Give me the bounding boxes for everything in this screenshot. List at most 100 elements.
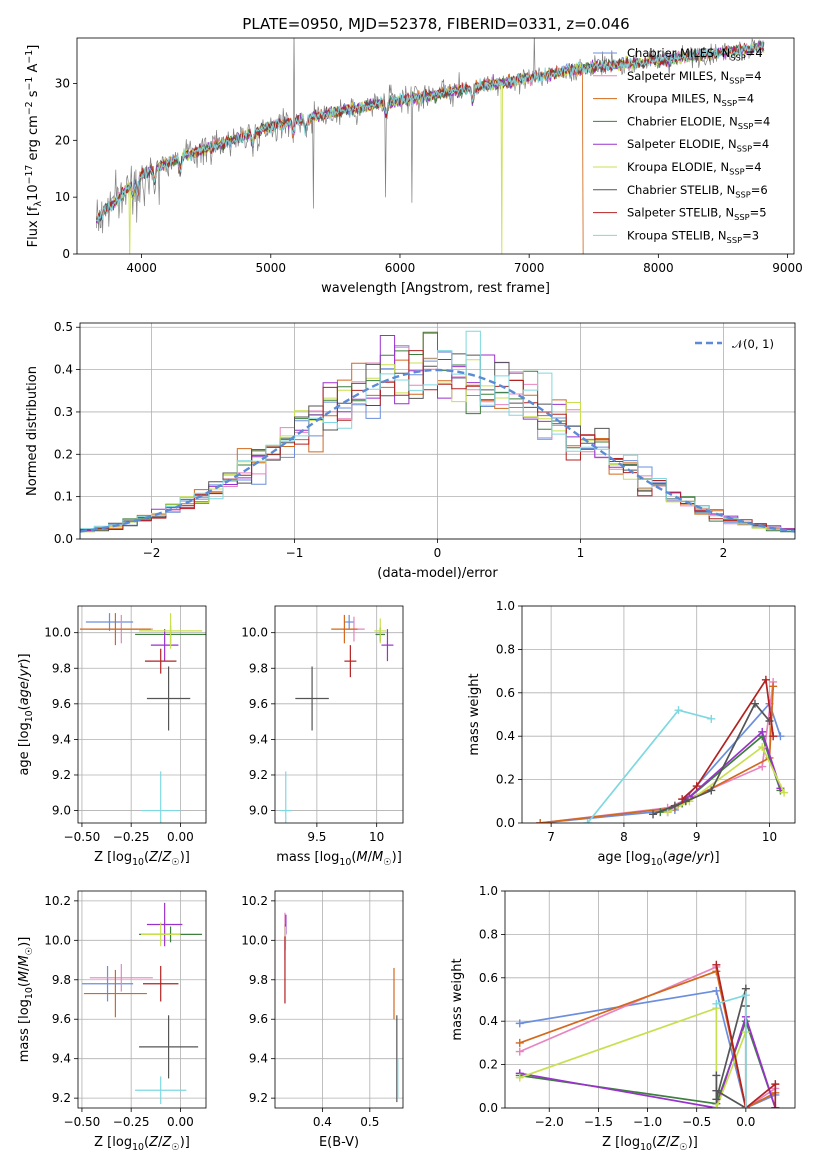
y-tick-label: 9.4 xyxy=(249,732,268,746)
mass-weight-marker xyxy=(712,999,721,1008)
y-tick-label: 0 xyxy=(62,247,70,261)
mass-weight-marker xyxy=(663,808,672,817)
mass-weight-marker xyxy=(670,801,679,810)
mass-weight-marker xyxy=(536,819,545,823)
x-axis-label: Z [log10(Z/Z☉)] xyxy=(94,1135,190,1153)
mass-weight-marker xyxy=(758,743,767,752)
x-tick-label: −2.0 xyxy=(535,1115,564,1129)
residual-legend: 𝒩(0, 1) xyxy=(695,337,774,351)
mass-weight-marker xyxy=(780,788,789,797)
y-tick-label: 0.4 xyxy=(479,1014,498,1028)
ticks-age-vs-mass: 9.5 10 9.0 9.2 9.4 9.6 9.8 10.0 xyxy=(241,626,384,844)
mass-weight-line xyxy=(667,745,785,813)
mass-weight-marker xyxy=(583,819,592,823)
mass-weight-marker xyxy=(692,782,701,791)
y-axis-label: mass weight xyxy=(467,673,482,755)
y-tick-label: 9.2 xyxy=(52,1091,71,1105)
y-tick-label: 0.4 xyxy=(54,363,73,377)
x-tick-label: 7 xyxy=(547,830,555,844)
axes-frame xyxy=(77,605,207,824)
x-tick-label: 0.00 xyxy=(167,830,194,844)
x-axis-label: mass [log10(M/M☉)] xyxy=(276,850,402,868)
x-tick-label: 0.0 xyxy=(736,1115,755,1129)
mass-weight-marker xyxy=(712,986,721,995)
y-tick-label: 10.0 xyxy=(241,933,268,947)
y-tick-label: 10.0 xyxy=(44,933,71,947)
x-tick-label: 9 xyxy=(693,830,701,844)
axes-mass-vs-EBV: 0.4 0.5 9.2 9.4 9.6 9.8 10.0 10.2 E(B-V) xyxy=(241,890,404,1150)
x-tick-label: 2 xyxy=(720,546,728,560)
ticks-mass-vs-Z: −0.50 −0.25 0.00 9.2 9.4 9.6 9.8 10.0 10.2 xyxy=(44,894,193,1129)
legend-label: Kroupa ELODIE, NSSP=4 xyxy=(627,160,762,176)
y-tick-label: 10.2 xyxy=(241,894,268,908)
x-tick-label: −1.0 xyxy=(633,1115,662,1129)
axes-layer: 4000 5000 6000 7000 8000 90000102030wavelengt… xyxy=(17,37,803,1153)
x-tick-label: 0.4 xyxy=(313,1115,332,1129)
ticks-age-vs-Z: −0.50 −0.25 0.00 9.0 9.2 9.4 9.6 9.8 10.0 xyxy=(44,626,193,844)
x-axis-label: E(B-V) xyxy=(319,1135,359,1150)
mass-weight-marker xyxy=(765,717,774,726)
ticks-massweight-vs-age: 7 8 9 10 0.0 0.2 0.4 0.6 0.8 1.0 xyxy=(496,599,777,844)
x-axis-label: (data-model)/error xyxy=(377,566,498,581)
legend-label: Salpeter STELIB, NSSP=5 xyxy=(627,206,767,222)
mass-weight-line xyxy=(519,1006,747,1108)
axes-age-vs-mass: 9.5 10 9.0 9.2 9.4 9.6 9.8 10.0 mass [log10(M/M☉… xyxy=(241,605,404,868)
x-tick-label: 0 xyxy=(434,546,442,560)
x-tick-label: 8 xyxy=(620,830,628,844)
mass-weight-marker xyxy=(649,810,658,819)
y-tick-label: 9.4 xyxy=(52,732,71,746)
legend-label: Salpeter ELODIE, NSSP=4 xyxy=(627,137,769,153)
spectrum-legend: Chabrier MILES, NSSP=4 Salpeter MILES, NS… xyxy=(593,46,770,245)
plot-area-spectrum xyxy=(95,38,765,254)
y-tick-label: 9.4 xyxy=(249,1052,268,1066)
mass-weight-marker xyxy=(674,706,683,715)
y-tick-label: 9.2 xyxy=(249,1091,268,1105)
x-tick-label: 6000 xyxy=(385,261,416,275)
axes-frame xyxy=(504,890,796,1109)
x-axis-label: Z [log10(Z/Z☉)] xyxy=(602,1135,698,1153)
y-tick-label: 9.8 xyxy=(249,661,268,675)
y-axis-label: mass weight xyxy=(450,958,465,1040)
y-tick-label: 0.2 xyxy=(496,773,515,787)
mass-weight-marker xyxy=(707,714,716,723)
x-tick-label: −2 xyxy=(143,546,161,560)
ticks-spectrum: 4000 5000 6000 7000 8000 9000 0 10 20 30 xyxy=(55,76,803,275)
x-tick-label: 5000 xyxy=(256,261,287,275)
x-tick-label: 10 xyxy=(762,830,777,844)
mass-weight-marker xyxy=(707,786,716,795)
x-tick-label: −1 xyxy=(286,546,304,560)
x-tick-label: 9000 xyxy=(772,261,803,275)
y-tick-label: 0.0 xyxy=(54,532,73,546)
mass-weight-marker xyxy=(712,1104,721,1108)
mass-weight-marker xyxy=(769,682,778,691)
x-tick-label: −0.50 xyxy=(64,830,101,844)
axes-residuals: −2 −1 0 1 2 0.0 0.1 0.2 0.3 0.4 0.5 (data-model)/er… xyxy=(25,320,796,581)
mass-weight-line xyxy=(681,677,775,800)
y-tick-label: 0.8 xyxy=(496,642,515,656)
x-tick-label: −1.5 xyxy=(584,1115,613,1129)
mass-weight-marker xyxy=(712,960,721,969)
x-tick-label: 7000 xyxy=(514,261,545,275)
axes-spectrum: 4000 5000 6000 7000 8000 9000 0 10 20 30 wavelengt… xyxy=(24,37,803,296)
legend-label: Kroupa MILES, NSSP=4 xyxy=(627,92,754,108)
mass-weight-marker xyxy=(515,1047,524,1056)
axes-frame xyxy=(521,605,796,824)
y-axis-label: mass [log10(M/M☉)] xyxy=(17,937,35,1063)
axes-massweight-vs-age: 7 8 9 10 0.0 0.2 0.4 0.6 0.8 1.0 age [log10(age/yr… xyxy=(467,599,796,868)
y-tick-label: 10.0 xyxy=(44,626,71,640)
mass-weight-marker xyxy=(515,1073,524,1082)
y-tick-label: 9.2 xyxy=(52,768,71,782)
mass-weight-marker xyxy=(741,1104,750,1108)
legend-label: Salpeter MILES, NSSP=4 xyxy=(627,69,762,85)
y-tick-label: 0.2 xyxy=(54,447,73,461)
plot-area-mass-vs-EBV xyxy=(284,912,399,1103)
y-tick-label: 0.6 xyxy=(496,686,515,700)
mass-weight-marker xyxy=(776,732,785,741)
plot-area-massweight-vs-age xyxy=(536,675,789,823)
mass-weight-marker xyxy=(750,699,759,708)
y-axis-label: Flux [fλ10−17 erg cm−2 s−1 A−1] xyxy=(24,45,44,248)
axes-frame xyxy=(274,605,404,824)
mass-weight-marker xyxy=(769,732,778,741)
y-tick-label: 1.0 xyxy=(479,884,498,898)
